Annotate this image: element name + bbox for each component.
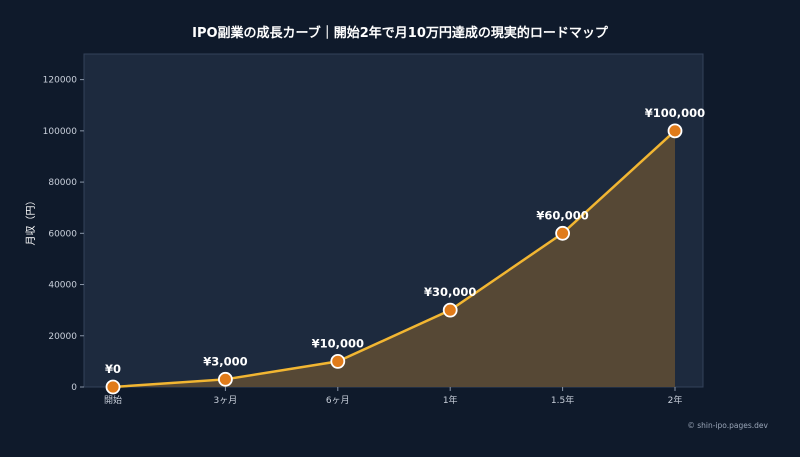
chart-title: IPO副業の成長カーブ｜開始2年で月10万円達成の現実的ロードマップ [192,26,608,41]
data-point [330,353,346,369]
x-tick-label: 6ヶ月 [326,395,350,406]
series-line [112,129,676,389]
data-label: ¥60,000 [536,208,588,222]
y-tick-label: 100000 [43,127,78,137]
data-label: ¥100,000 [645,106,705,120]
data-point [555,225,570,241]
y-tick-label: 40000 [48,281,77,291]
data-point [105,379,121,395]
x-axis: 開始 3ヶ月 6ヶ月 1年 1.5年 2年 [104,387,682,406]
y-axis-title: 月収（円） [25,196,37,246]
area-fill [113,130,675,387]
data-label: ¥3,000 [203,354,247,368]
x-tick-label: 1年 [443,394,458,406]
y-tick-label: 120000 [43,76,78,86]
data-point [667,123,683,139]
y-tick-label: 60000 [48,229,77,239]
x-tick-label: 3ヶ月 [214,395,238,406]
credit-text: © shin-ipo.pages.dev [687,421,768,430]
x-tick-label: 1.5年 [551,394,574,406]
y-tick-label: 0 [71,383,77,393]
y-tick-label: 20000 [48,332,77,342]
data-point [217,371,233,387]
data-label: ¥10,000 [312,336,364,350]
x-tick-label: 開始 [104,394,122,406]
y-axis: 0 20000 40000 60000 80000 100000 120000 [43,76,84,393]
y-tick-label: 80000 [48,178,77,188]
data-markers [105,123,683,395]
x-tick-label: 2年 [668,394,683,406]
data-label: ¥30,000 [424,285,476,299]
data-label: ¥0 [105,362,121,376]
data-labels: ¥0 ¥3,000 ¥10,000 ¥30,000 ¥60,000 ¥100,000 [105,106,705,376]
data-point [442,302,458,318]
